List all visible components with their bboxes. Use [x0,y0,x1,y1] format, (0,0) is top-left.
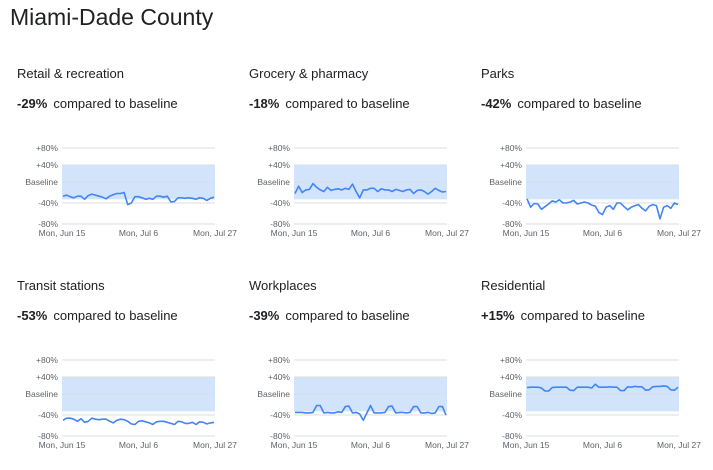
panel-stat: -29% compared to baseline [17,96,178,111]
y-tick-label: -80% [502,219,522,229]
chart-panel: Retail & recreation -29% compared to basel… [10,0,242,238]
series-line [62,191,215,206]
comparison-label: compared to baseline [517,96,642,111]
panel-stat: -18% compared to baseline [249,96,410,111]
x-tick-label: Mon, Jul 27 [425,440,469,450]
comparison-label: compared to baseline [53,96,178,111]
mobility-chart: +80% +40% Baseline -40% -80%Mon, Jun 15 Mon, … [257,143,469,238]
mobility-chart: +80% +40% Baseline -40% -80%Mon, Jun 15 Mon, … [489,355,701,450]
chart-panel: Parks -42% compared to baseline +80% +40% Bas… [474,0,706,238]
y-tick-label: Baseline [257,177,290,187]
comparison-label: compared to baseline [520,308,645,323]
mobility-chart: +80% +40% Baseline -40% -80%Mon, Jun 15 Mon, … [25,355,237,450]
y-tick-label: +40% [36,372,58,382]
y-tick-label: Baseline [257,389,290,399]
y-tick-label: -80% [38,219,58,229]
x-tick-label: Mon, Jul 6 [583,440,622,450]
panel-title: Workplaces [249,278,317,293]
y-tick-label: +40% [500,372,522,382]
y-tick-label: +40% [268,372,290,382]
x-tick-label: Mon, Jun 15 [271,440,318,450]
panel-stat: -39% compared to baseline [249,308,410,323]
percent-change: -18% [249,96,280,111]
y-tick-label: -40% [38,198,58,208]
y-tick-label: -80% [38,431,58,441]
comparison-label: compared to baseline [285,308,410,323]
comparison-label: compared to baseline [285,96,410,111]
y-tick-label: -40% [38,410,58,420]
mobility-chart: +80% +40% Baseline -40% -80%Mon, Jun 15 Mon, … [489,143,701,238]
panel-stat: -42% compared to baseline [481,96,642,111]
series-line [295,404,447,422]
x-tick-label: Mon, Jun 15 [39,228,86,238]
panel-title: Retail & recreation [17,66,124,81]
mobility-chart: +80% +40% Baseline -40% -80%Mon, Jun 15 Mon, … [257,355,469,450]
y-tick-label: -80% [502,431,522,441]
chart-panel: Workplaces -39% compared to baseline +80% +4… [242,212,474,450]
y-tick-label: +80% [268,143,290,153]
chart-panel: Grocery & pharmacy -18% compared to baseli… [242,0,474,238]
x-tick-label: Mon, Jul 27 [657,440,701,450]
page-title: Miami-Dade County [10,4,214,30]
panel-title: Parks [481,66,515,81]
chart-panel: Residential +15% compared to baseline +80% +… [474,212,706,450]
y-tick-label: +80% [500,143,522,153]
x-tick-label: Mon, Jul 27 [425,228,469,238]
y-tick-label: +40% [268,160,290,170]
percent-change: -42% [481,96,512,111]
y-tick-label: +40% [36,160,58,170]
panel-title: Transit stations [17,278,105,293]
y-tick-label: +80% [268,355,290,365]
series-line [526,198,679,220]
panel-title: Residential [481,278,546,293]
percent-change: -39% [249,308,280,323]
x-tick-label: Mon, Jul 27 [657,228,701,238]
y-tick-label: +80% [36,143,58,153]
y-tick-label: +40% [500,160,522,170]
x-tick-label: Mon, Jul 27 [193,228,237,238]
percent-change: +15% [481,308,515,323]
series-line [62,417,215,426]
x-tick-label: Mon, Jul 27 [193,440,237,450]
percent-change: -29% [17,96,48,111]
panel-stat: -53% compared to baseline [17,308,178,323]
panel-stat: +15% compared to baseline [481,308,645,323]
x-tick-label: Mon, Jul 6 [119,440,158,450]
y-tick-label: -40% [502,410,522,420]
y-tick-label: +80% [36,355,58,365]
comparison-label: compared to baseline [53,308,178,323]
x-tick-label: Mon, Jun 15 [503,228,550,238]
x-tick-label: Mon, Jun 15 [39,440,86,450]
y-tick-label: Baseline [489,389,522,399]
y-tick-label: -40% [270,410,290,420]
y-tick-label: -40% [502,198,522,208]
x-tick-label: Mon, Jun 15 [503,440,550,450]
y-tick-label: Baseline [25,389,58,399]
x-tick-label: Mon, Jul 6 [351,228,390,238]
mobility-chart: +80% +40% Baseline -40% -80%Mon, Jun 15 Mon, … [25,143,237,238]
chart-panel: Transit stations -53% compared to baseline… [10,212,242,450]
x-tick-label: Mon, Jul 6 [351,440,390,450]
panel-title: Grocery & pharmacy [249,66,369,81]
y-tick-label: Baseline [489,177,522,187]
series-line [526,383,679,392]
series-line [294,182,447,199]
y-tick-label: +80% [500,355,522,365]
y-tick-label: -80% [270,431,290,441]
percent-change: -53% [17,308,48,323]
x-tick-label: Mon, Jul 6 [583,228,622,238]
y-tick-label: -40% [270,198,290,208]
y-tick-label: Baseline [25,177,58,187]
x-tick-label: Mon, Jul 6 [119,228,158,238]
y-tick-label: -80% [270,219,290,229]
x-tick-label: Mon, Jun 15 [271,228,318,238]
